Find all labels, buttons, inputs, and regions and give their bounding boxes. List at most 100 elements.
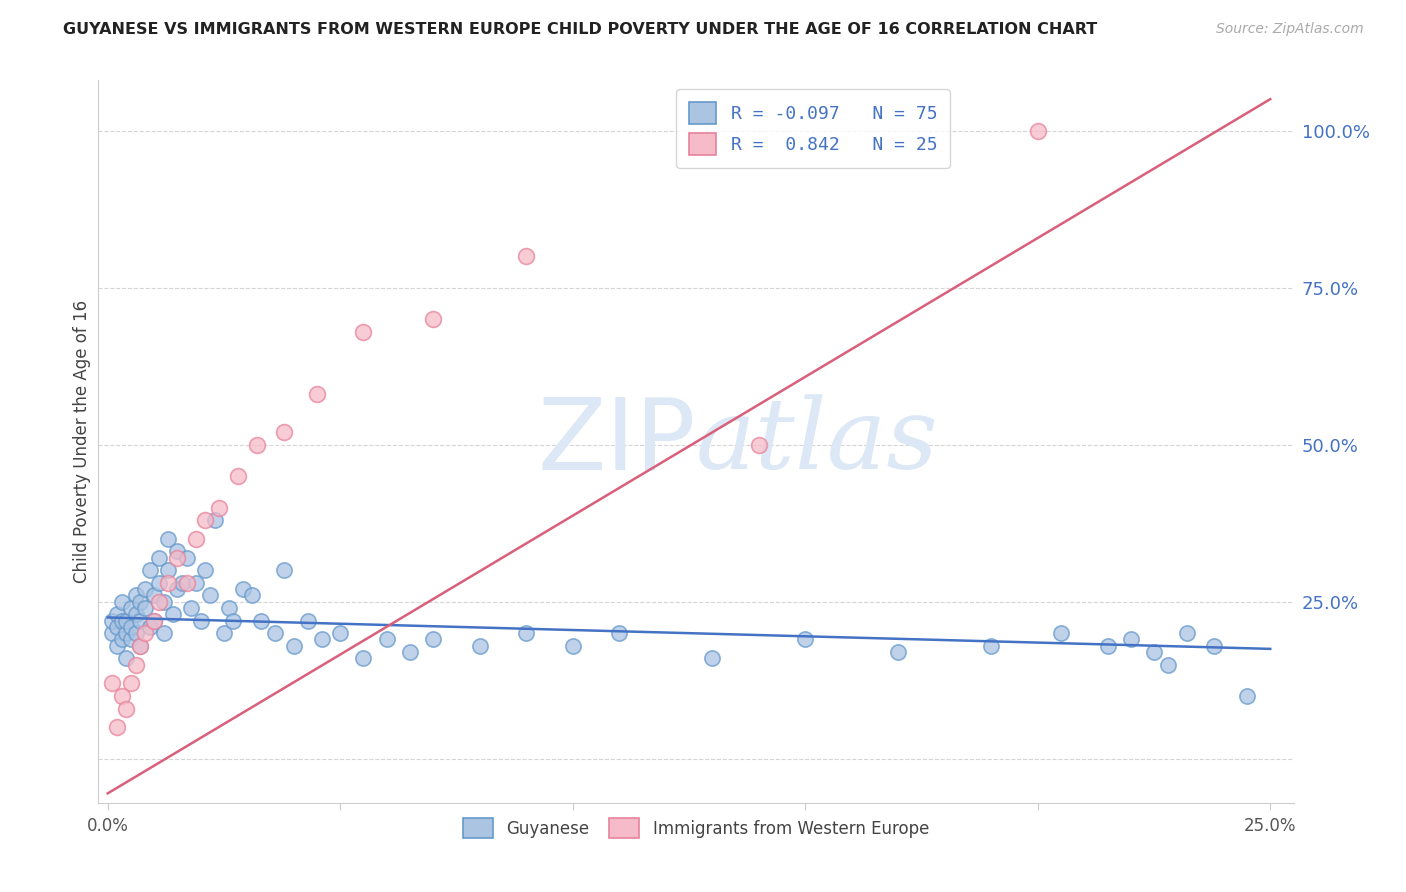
Point xyxy=(264,626,287,640)
Point xyxy=(561,639,583,653)
Point xyxy=(980,639,1002,653)
Point xyxy=(399,645,422,659)
Point xyxy=(148,575,170,590)
Point xyxy=(143,614,166,628)
Legend: Guyanese, Immigrants from Western Europe: Guyanese, Immigrants from Western Europe xyxy=(456,812,936,845)
Point xyxy=(1157,657,1180,672)
Point xyxy=(515,626,537,640)
Y-axis label: Child Poverty Under the Age of 16: Child Poverty Under the Age of 16 xyxy=(73,300,91,583)
Point xyxy=(1050,626,1073,640)
Point xyxy=(226,469,249,483)
Point xyxy=(129,639,152,653)
Point xyxy=(180,601,202,615)
Point xyxy=(115,626,138,640)
Point xyxy=(198,589,221,603)
Point xyxy=(138,620,160,634)
Point xyxy=(283,639,305,653)
Point xyxy=(353,325,375,339)
Point xyxy=(143,614,166,628)
Point xyxy=(204,513,226,527)
Point xyxy=(166,544,188,558)
Point xyxy=(129,639,152,653)
Point xyxy=(134,601,156,615)
Point xyxy=(1119,632,1142,647)
Point xyxy=(194,563,217,577)
Point xyxy=(105,607,128,622)
Point xyxy=(1236,689,1258,703)
Point xyxy=(515,249,537,263)
Point xyxy=(273,425,295,439)
Point xyxy=(1026,123,1049,137)
Point xyxy=(101,626,124,640)
Text: atlas: atlas xyxy=(696,394,939,489)
Point xyxy=(305,387,328,401)
Point xyxy=(162,607,184,622)
Point xyxy=(101,614,124,628)
Point xyxy=(607,626,630,640)
Point xyxy=(120,676,142,690)
Point xyxy=(218,601,240,615)
Point xyxy=(115,614,138,628)
Point xyxy=(422,632,444,647)
Point xyxy=(184,532,207,546)
Point xyxy=(190,614,212,628)
Text: GUYANESE VS IMMIGRANTS FROM WESTERN EUROPE CHILD POVERTY UNDER THE AGE OF 16 COR: GUYANESE VS IMMIGRANTS FROM WESTERN EURO… xyxy=(63,22,1098,37)
Point xyxy=(887,645,910,659)
Point xyxy=(148,550,170,565)
Point xyxy=(1143,645,1166,659)
Point xyxy=(222,614,245,628)
Point xyxy=(1175,626,1198,640)
Point xyxy=(1097,639,1119,653)
Point xyxy=(250,614,273,628)
Point xyxy=(152,595,174,609)
Point xyxy=(105,639,128,653)
Point xyxy=(176,550,198,565)
Point xyxy=(105,620,128,634)
Point xyxy=(120,632,142,647)
Point xyxy=(1204,639,1226,653)
Point xyxy=(124,626,146,640)
Point xyxy=(311,632,333,647)
Point xyxy=(124,607,146,622)
Point xyxy=(148,595,170,609)
Point xyxy=(111,595,134,609)
Point xyxy=(134,582,156,597)
Point xyxy=(375,632,398,647)
Point xyxy=(794,632,817,647)
Point xyxy=(111,632,134,647)
Point xyxy=(240,589,263,603)
Point xyxy=(194,513,217,527)
Point xyxy=(129,614,152,628)
Point xyxy=(702,651,724,665)
Point xyxy=(105,720,128,734)
Point xyxy=(422,312,444,326)
Point xyxy=(111,689,134,703)
Point xyxy=(124,589,146,603)
Text: Source: ZipAtlas.com: Source: ZipAtlas.com xyxy=(1216,22,1364,37)
Point xyxy=(124,657,146,672)
Point xyxy=(176,575,198,590)
Point xyxy=(184,575,207,590)
Point xyxy=(120,601,142,615)
Point xyxy=(115,651,138,665)
Point xyxy=(208,500,231,515)
Point xyxy=(134,626,156,640)
Point xyxy=(157,563,180,577)
Point xyxy=(468,639,491,653)
Point xyxy=(157,532,180,546)
Point xyxy=(101,676,124,690)
Point xyxy=(143,589,166,603)
Point xyxy=(297,614,319,628)
Point xyxy=(157,575,180,590)
Point xyxy=(115,701,138,715)
Point xyxy=(166,550,188,565)
Point xyxy=(748,438,770,452)
Point xyxy=(166,582,188,597)
Point xyxy=(120,620,142,634)
Point xyxy=(245,438,267,452)
Point xyxy=(353,651,375,665)
Point xyxy=(111,614,134,628)
Point xyxy=(138,563,160,577)
Text: ZIP: ZIP xyxy=(537,393,696,490)
Point xyxy=(129,595,152,609)
